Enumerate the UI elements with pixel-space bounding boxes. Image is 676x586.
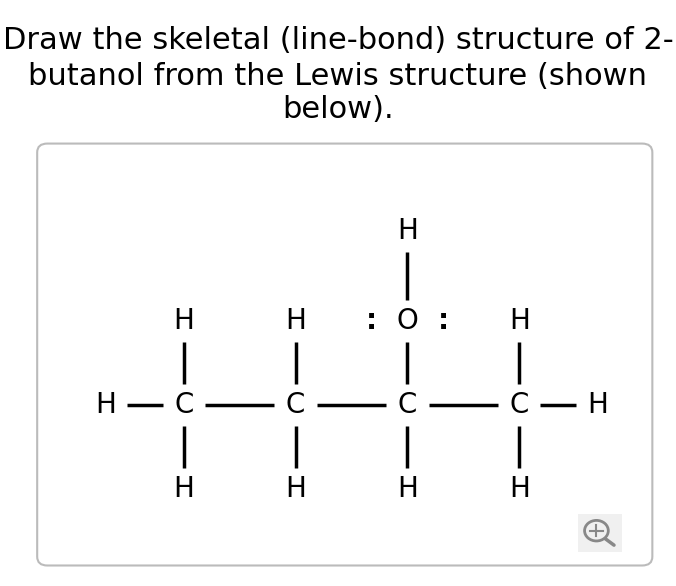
Text: :: :: [366, 307, 377, 335]
Text: H: H: [285, 475, 306, 503]
Text: H: H: [587, 391, 608, 419]
Text: H: H: [173, 475, 194, 503]
Text: butanol from the Lewis structure (shown: butanol from the Lewis structure (shown: [28, 62, 648, 90]
Text: H: H: [509, 307, 530, 335]
Text: Draw the skeletal (line-bond) structure of 2-: Draw the skeletal (line-bond) structure …: [3, 26, 673, 55]
Text: below).: below).: [282, 95, 394, 124]
Text: H: H: [509, 475, 530, 503]
Text: H: H: [95, 391, 116, 419]
Text: H: H: [397, 475, 418, 503]
Text: :: :: [437, 307, 449, 335]
Text: C: C: [397, 391, 417, 419]
Text: C: C: [174, 391, 193, 419]
Text: C: C: [286, 391, 306, 419]
Text: C: C: [510, 391, 529, 419]
Text: H: H: [173, 307, 194, 335]
FancyBboxPatch shape: [575, 511, 625, 555]
Text: H: H: [397, 217, 418, 245]
Text: O: O: [397, 307, 418, 335]
Text: H: H: [285, 307, 306, 335]
